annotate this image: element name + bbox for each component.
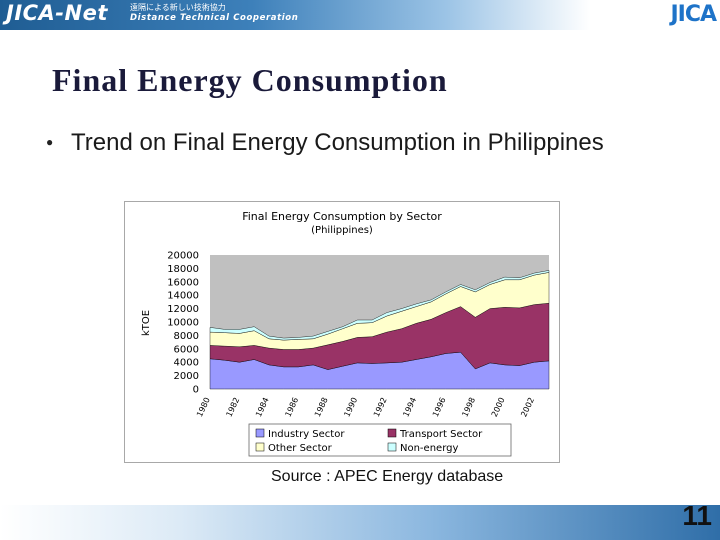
x-tick-label: 1990 [342, 396, 359, 418]
x-tick-label: 1996 [431, 396, 448, 418]
jica-wordmark-icon: JICA [670, 2, 717, 27]
footer-bar [0, 505, 720, 540]
legend-label-transport-sector: Transport Sector [399, 429, 483, 440]
y-tick-label: 0 [193, 385, 199, 396]
y-tick-labels: 0 2000 4000 6000 8000 10000 12000 14000 16000 180… [167, 251, 199, 396]
y-tick-label: 8000 [174, 331, 199, 342]
y-tick-label: 2000 [174, 371, 199, 382]
jica-net-logo: JICA-Net [6, 1, 108, 25]
y-tick-label: 18000 [167, 264, 199, 275]
legend-label-industry-sector: Industry Sector [268, 429, 345, 440]
x-tick-label: 2000 [490, 396, 507, 418]
chart-title: Final Energy Consumption by Sector [242, 210, 442, 223]
legend-swatch-industry-sector [255, 428, 265, 438]
source-caption: Source : APEC Energy database [271, 468, 504, 485]
bullet-text: Trend on Final Energy Consumption in Phi… [71, 129, 604, 156]
y-tick-label: 12000 [167, 304, 199, 315]
x-tick-label: 1986 [283, 396, 300, 418]
y-tick-label: 14000 [167, 291, 199, 302]
x-tick-label: 1980 [195, 396, 212, 418]
legend-swatch-non-energy [387, 442, 397, 452]
legend-box [248, 423, 512, 457]
logo-subtitle-english: Distance Technical Cooperation [130, 13, 299, 23]
x-tick-label: 2002 [519, 396, 536, 418]
stacked-area-chart: Final Energy Consumption by Sector (Phil… [141, 210, 550, 457]
legend-label-non-energy: Non-energy [400, 443, 458, 454]
x-tick-label: 1998 [460, 396, 477, 418]
x-tick-label: 1988 [313, 396, 330, 418]
chart-subtitle: (Philippines) [311, 225, 373, 236]
x-tick-label: 1992 [372, 396, 389, 418]
bullet-dot-icon: ● [46, 135, 54, 149]
chart-legend: Industry Sector Transport Sector Other Sec… [248, 423, 512, 457]
slide-title: Final Energy Consumption [52, 62, 448, 98]
x-tick-label: 1982 [225, 396, 242, 418]
header-bar [0, 0, 720, 30]
chart-container: Final Energy Consumption by Sector (Phil… [124, 201, 560, 463]
x-tick-labels: 1980 1982 1984 1986 1988 1990 1992 1994 1996 1998… [195, 396, 536, 418]
y-tick-label: 10000 [167, 318, 199, 329]
x-tick-label: 1984 [254, 396, 271, 418]
legend-swatch-transport-sector [387, 428, 397, 438]
area-series-group [209, 270, 550, 390]
y-tick-label: 20000 [167, 251, 199, 262]
page-number: 11 [682, 500, 712, 531]
y-tick-label: 6000 [174, 344, 199, 355]
y-axis-label: kTOE [141, 310, 152, 336]
legend-label-other-sector: Other Sector [268, 443, 333, 454]
logo-subtitle-japanese: 遠隔による新しい技術協力 [130, 3, 226, 12]
y-tick-label: 16000 [167, 277, 199, 288]
legend-swatch-other-sector [255, 442, 265, 452]
x-tick-label: 1994 [401, 396, 418, 418]
y-tick-label: 4000 [174, 358, 199, 369]
area-non-energy [209, 270, 550, 341]
